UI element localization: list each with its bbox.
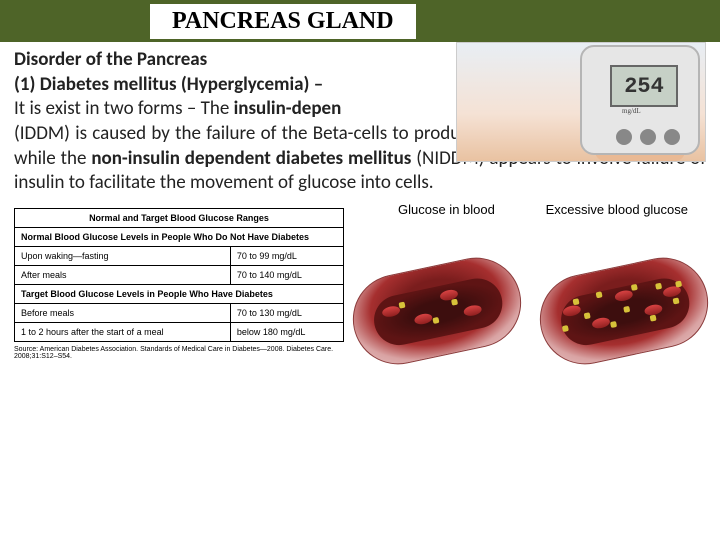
glucometer-btn-3 [664, 129, 680, 145]
vessel-label-1: Glucose in blood [398, 202, 495, 217]
vessel-label-2: Excessive blood glucose [546, 202, 688, 217]
glucometer-btn-1 [616, 129, 632, 145]
r3b: 70 to 130 mg/dL [230, 304, 343, 323]
glucometer-bg: 254 mg/dL [456, 42, 706, 162]
r4a: 1 to 2 hours after the start of a meal [15, 323, 231, 342]
r4b: below 180 mg/dL [230, 323, 343, 342]
glucometer-btn-2 [640, 129, 656, 145]
content-area: 254 mg/dL Disorder of the Pancreas (1) D… [0, 42, 720, 360]
header-bar: PANCREAS GLAND [0, 0, 720, 42]
lower-row: Normal and Target Blood Glucose Ranges N… [14, 208, 706, 360]
bold-2: non-insulin dependent diabetes mellitus [91, 147, 411, 170]
table-sect1: Normal Blood Glucose Levels in People Wh… [15, 228, 344, 247]
r1a: Upon waking—fasting [15, 247, 231, 266]
r1b: 70 to 99 mg/dL [230, 247, 343, 266]
vessel-excessive [541, 236, 706, 386]
glucometer-unit: mg/dL [622, 107, 641, 115]
vessel-diagram: Glucose in blood Excessive blood glucose [354, 208, 706, 360]
vessel-tube-2 [532, 249, 717, 372]
table: Normal and Target Blood Glucose Ranges N… [14, 208, 344, 342]
vessel-normal [354, 236, 519, 386]
r3a: Before meals [15, 304, 231, 323]
vessel-tube-1 [345, 249, 530, 372]
table-source: Source: American Diabetes Association. S… [14, 346, 344, 360]
r2a: After meals [15, 266, 231, 285]
glucose-table: Normal and Target Blood Glucose Ranges N… [14, 208, 344, 360]
glucometer-screen: 254 [610, 65, 678, 107]
page-title: PANCREAS GLAND [150, 4, 416, 39]
bold-1: insulin-depen [234, 97, 342, 120]
body-a: It is exist in two forms – The [14, 97, 234, 120]
table-sect2: Target Blood Glucose Levels in People Wh… [15, 285, 344, 304]
glucometer-device: 254 mg/dL [580, 45, 700, 155]
r2b: 70 to 140 mg/dL [230, 266, 343, 285]
glucometer-image: 254 mg/dL [456, 42, 706, 162]
glucometer-buttons [616, 129, 680, 145]
table-title: Normal and Target Blood Glucose Ranges [15, 209, 344, 228]
